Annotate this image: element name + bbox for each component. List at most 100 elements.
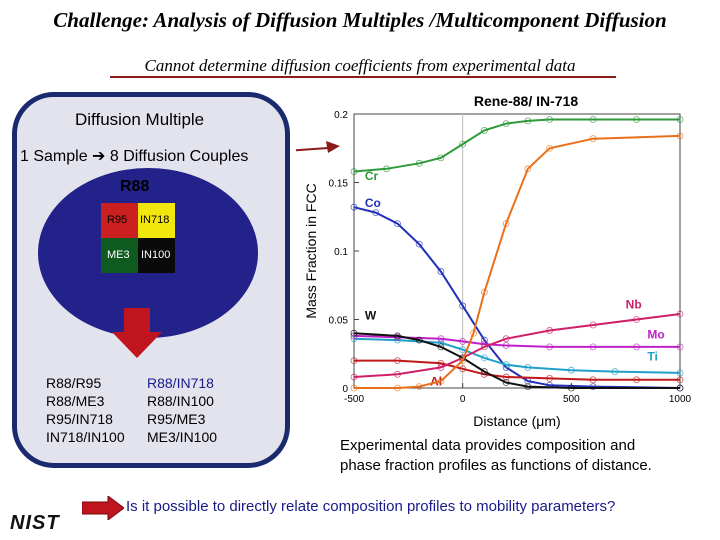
data-point-cr [383,165,390,173]
pointer-arrowhead [326,141,340,153]
data-point-cr [480,127,488,134]
arrow-right-icon: ➔ [92,148,106,165]
data-point-al [546,375,554,382]
data-point-nb [480,343,488,351]
plot-area [353,113,681,389]
data-point-mo [676,343,684,351]
pair-item: R95/ME3 [147,411,206,427]
data-point-nb [676,310,684,318]
x-axis-label: Distance (μm) [473,413,560,429]
data-point-nb [394,370,401,378]
data-point-nb [502,335,510,343]
series-line-nb [353,313,681,378]
x-tick-label: 0 [460,394,466,405]
data-point-w [567,384,575,392]
series-line-ti [353,337,681,374]
down-arrow-icon [112,308,162,358]
data-point-w [676,384,684,392]
data-point-fe [437,377,445,385]
pair-item: R88/IN100 [147,393,214,409]
data-point-cr [633,116,640,123]
caption-line-1: Experimental data provides composition a… [340,437,636,454]
question-text: Is it possible to directly relate compos… [126,498,616,515]
pairs-left-list: R88/R95 R88/ME3 R95/IN718 IN718/IN100 [46,374,125,446]
pointer-line [296,147,329,152]
data-point-co [394,220,401,228]
data-point-mo [502,342,510,349]
data-point-ti [611,368,619,375]
pairs-right-list: R88/IN718 R88/IN100 R95/ME3 ME3/IN100 [147,374,217,446]
data-point-al [350,357,358,365]
series-label-w: W [365,309,377,323]
data-point-ti [459,346,467,354]
data-point-cr [502,120,510,127]
data-point-al [502,373,510,381]
data-point-fe [350,384,358,392]
nist-logo: NIST [10,512,60,534]
pair-item-highlight: R88/IN718 [147,375,214,391]
series-label-al: Al [430,374,442,388]
data-point-nb [589,321,597,329]
series-line-w [353,332,680,389]
series-label-co: Co [365,196,381,210]
series-line-al [354,359,680,381]
slide-subtitle: Cannot determine diffusion coefficients … [144,56,576,75]
data-point-cr [546,116,554,123]
couples-label: 8 Diffusion Couples [109,148,249,165]
data-point-ti [350,335,358,343]
y-tick-label: 0.15 [329,179,349,190]
data-point-cr [415,159,423,167]
data-point-co [437,268,445,275]
data-point-al [459,365,467,373]
data-point-mo [437,335,445,343]
series-label-nb: Nb [626,298,642,312]
data-point-nb [350,373,358,381]
data-point-co [372,209,380,217]
data-point-fe [546,144,554,152]
sample-couples-line: 1 Sample ➔ 8 Diffusion Couples [20,146,248,166]
subtitle-underline [110,76,616,78]
x-tick-label: 500 [563,394,580,405]
data-point-ti [502,361,510,369]
sample-label: 1 Sample [20,148,88,165]
data-point-cr [459,140,467,148]
data-point-cr [524,117,532,125]
data-point-fe [524,165,532,173]
r88-label: R88 [120,178,150,195]
right-arrow-icon [82,496,124,520]
data-point-fe [676,132,684,140]
series-line-co [353,206,681,389]
concentration-profile-chart: Rene-88/ IN-718 -500 0 500 100000.050.10.15… [296,93,692,429]
x-tick-label: -500 [344,394,364,405]
series-line-cr [353,118,680,173]
data-point-ti [676,369,684,377]
data-point-fe [470,329,477,337]
y-axis-label: Mass Fraction in FCC [303,183,319,318]
chart-caption: Experimental data provides composition a… [340,436,652,476]
data-point-w [394,332,401,340]
data-point-fe [502,220,510,228]
data-point-al [589,376,597,384]
data-point-nb [633,316,640,323]
me3-square: ME3 [101,238,138,273]
data-point-cr [437,154,445,162]
data-point-w [480,368,488,375]
r95-square: R95 [101,203,138,238]
data-point-fe [459,357,467,365]
data-point-cr [350,168,358,175]
data-point-nb [437,364,445,371]
data-point-w [524,383,532,391]
data-point-cr [676,116,684,123]
chart-title: Rene-88/ IN-718 [474,93,578,109]
pair-item: R88/R95 [46,375,102,391]
data-point-w [350,329,358,337]
data-point-ti [567,366,575,374]
data-point-co [589,383,597,391]
data-point-mo [459,338,467,345]
series-line-fe [354,134,681,389]
data-point-fe [394,384,401,392]
data-point-nb [546,327,554,334]
data-point-co [480,336,488,344]
in100-square: IN100 [138,238,175,273]
data-point-ti [524,364,532,371]
